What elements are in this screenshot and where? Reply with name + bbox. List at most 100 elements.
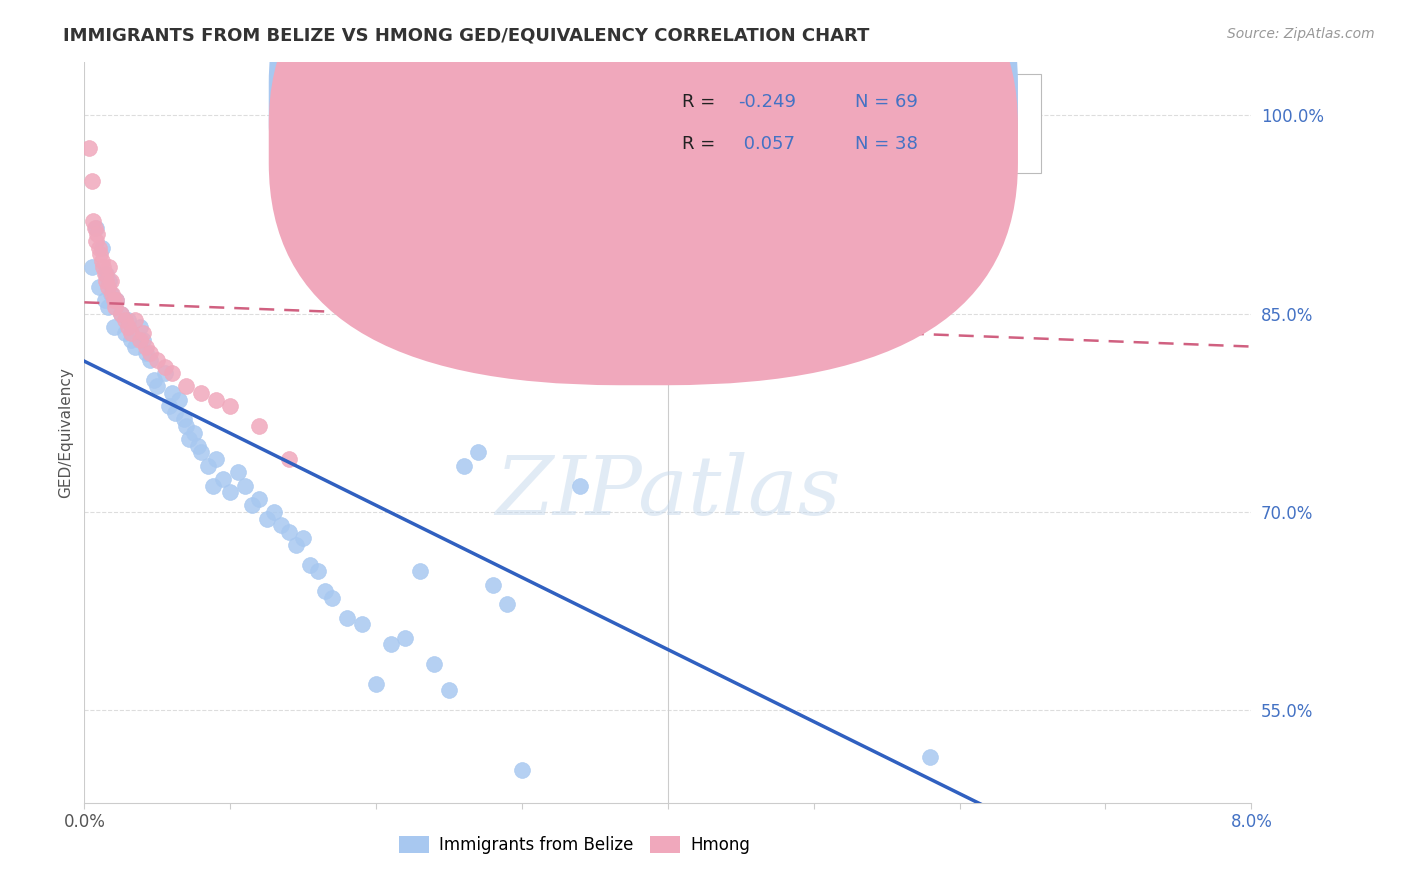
Point [160, 366, 183, 380]
Point [146, 352, 169, 367]
Point [87, 280, 110, 294]
Point [105, 293, 128, 308]
Point [90, 240, 112, 255]
Text: R =: R = [682, 135, 721, 153]
Point [104, 300, 127, 314]
Point [437, 683, 460, 698]
Point [117, 319, 139, 334]
Point [84, 234, 107, 248]
Legend: Immigrants from Belize, Hmong: Immigrants from Belize, Hmong [392, 830, 756, 861]
Point [114, 313, 136, 327]
Point [153, 366, 176, 380]
Point [321, 591, 343, 605]
FancyBboxPatch shape [269, 0, 1018, 343]
Point [98, 274, 121, 288]
Point [153, 359, 176, 374]
Point [204, 392, 226, 407]
Point [187, 439, 209, 453]
FancyBboxPatch shape [269, 0, 1018, 385]
Text: 0.057: 0.057 [738, 135, 794, 153]
Point [212, 472, 235, 486]
Point [91, 260, 114, 275]
Point [183, 425, 205, 440]
Point [204, 452, 226, 467]
FancyBboxPatch shape [598, 73, 1042, 173]
Text: -0.249: -0.249 [738, 93, 796, 111]
Point [336, 611, 359, 625]
Point [94, 293, 117, 308]
Point [128, 319, 150, 334]
Point [179, 432, 201, 446]
Point [100, 274, 122, 288]
Point [249, 491, 271, 506]
Point [176, 379, 198, 393]
Point [201, 478, 224, 492]
Point [307, 565, 329, 579]
Point [263, 505, 285, 519]
Point [314, 584, 336, 599]
Point [920, 749, 942, 764]
Point [83, 220, 105, 235]
Point [124, 340, 146, 354]
Point [481, 577, 505, 591]
Point [219, 485, 242, 500]
Text: ZIPatlas: ZIPatlas [495, 452, 841, 532]
Point [96, 274, 118, 288]
Point [135, 346, 157, 360]
Point [114, 326, 136, 341]
Point [277, 452, 299, 467]
Point [100, 286, 122, 301]
Point [249, 419, 271, 434]
Point [97, 300, 120, 314]
Point [94, 267, 117, 281]
Text: IMMIGRANTS FROM BELIZE VS HMONG GED/EQUIVALENCY CORRELATION CHART: IMMIGRANTS FROM BELIZE VS HMONG GED/EQUI… [63, 27, 870, 45]
Point [157, 399, 180, 413]
Point [423, 657, 446, 671]
Point [173, 412, 195, 426]
Point [82, 214, 104, 228]
Point [98, 260, 121, 275]
Point [284, 538, 307, 552]
Point [350, 617, 373, 632]
Point [467, 445, 489, 459]
Point [124, 313, 146, 327]
Point [394, 631, 416, 645]
Point [256, 511, 278, 525]
Point [120, 333, 142, 347]
Point [190, 445, 212, 459]
Point [540, 260, 562, 275]
Point [120, 326, 142, 341]
Point [89, 247, 111, 261]
Point [163, 406, 186, 420]
Point [453, 458, 475, 473]
Point [90, 253, 112, 268]
Point [496, 598, 519, 612]
Point [292, 532, 315, 546]
Point [167, 392, 190, 407]
Point [197, 458, 219, 473]
Point [409, 565, 432, 579]
Point [160, 386, 183, 401]
Point [132, 333, 155, 347]
Point [86, 227, 108, 242]
Point [219, 399, 242, 413]
Text: Source: ZipAtlas.com: Source: ZipAtlas.com [1227, 27, 1375, 41]
Text: N = 69: N = 69 [855, 93, 918, 111]
Point [105, 293, 128, 308]
Point [77, 141, 100, 155]
Point [190, 386, 212, 401]
Point [80, 174, 103, 188]
Point [146, 379, 169, 393]
Point [240, 499, 263, 513]
Point [226, 465, 249, 479]
Point [87, 240, 110, 255]
Point [299, 558, 322, 572]
Point [277, 524, 299, 539]
Point [103, 293, 125, 308]
Point [569, 478, 592, 492]
Point [143, 373, 166, 387]
Point [132, 326, 155, 341]
Point [176, 419, 198, 434]
Text: N = 38: N = 38 [855, 135, 918, 153]
Point [80, 260, 103, 275]
